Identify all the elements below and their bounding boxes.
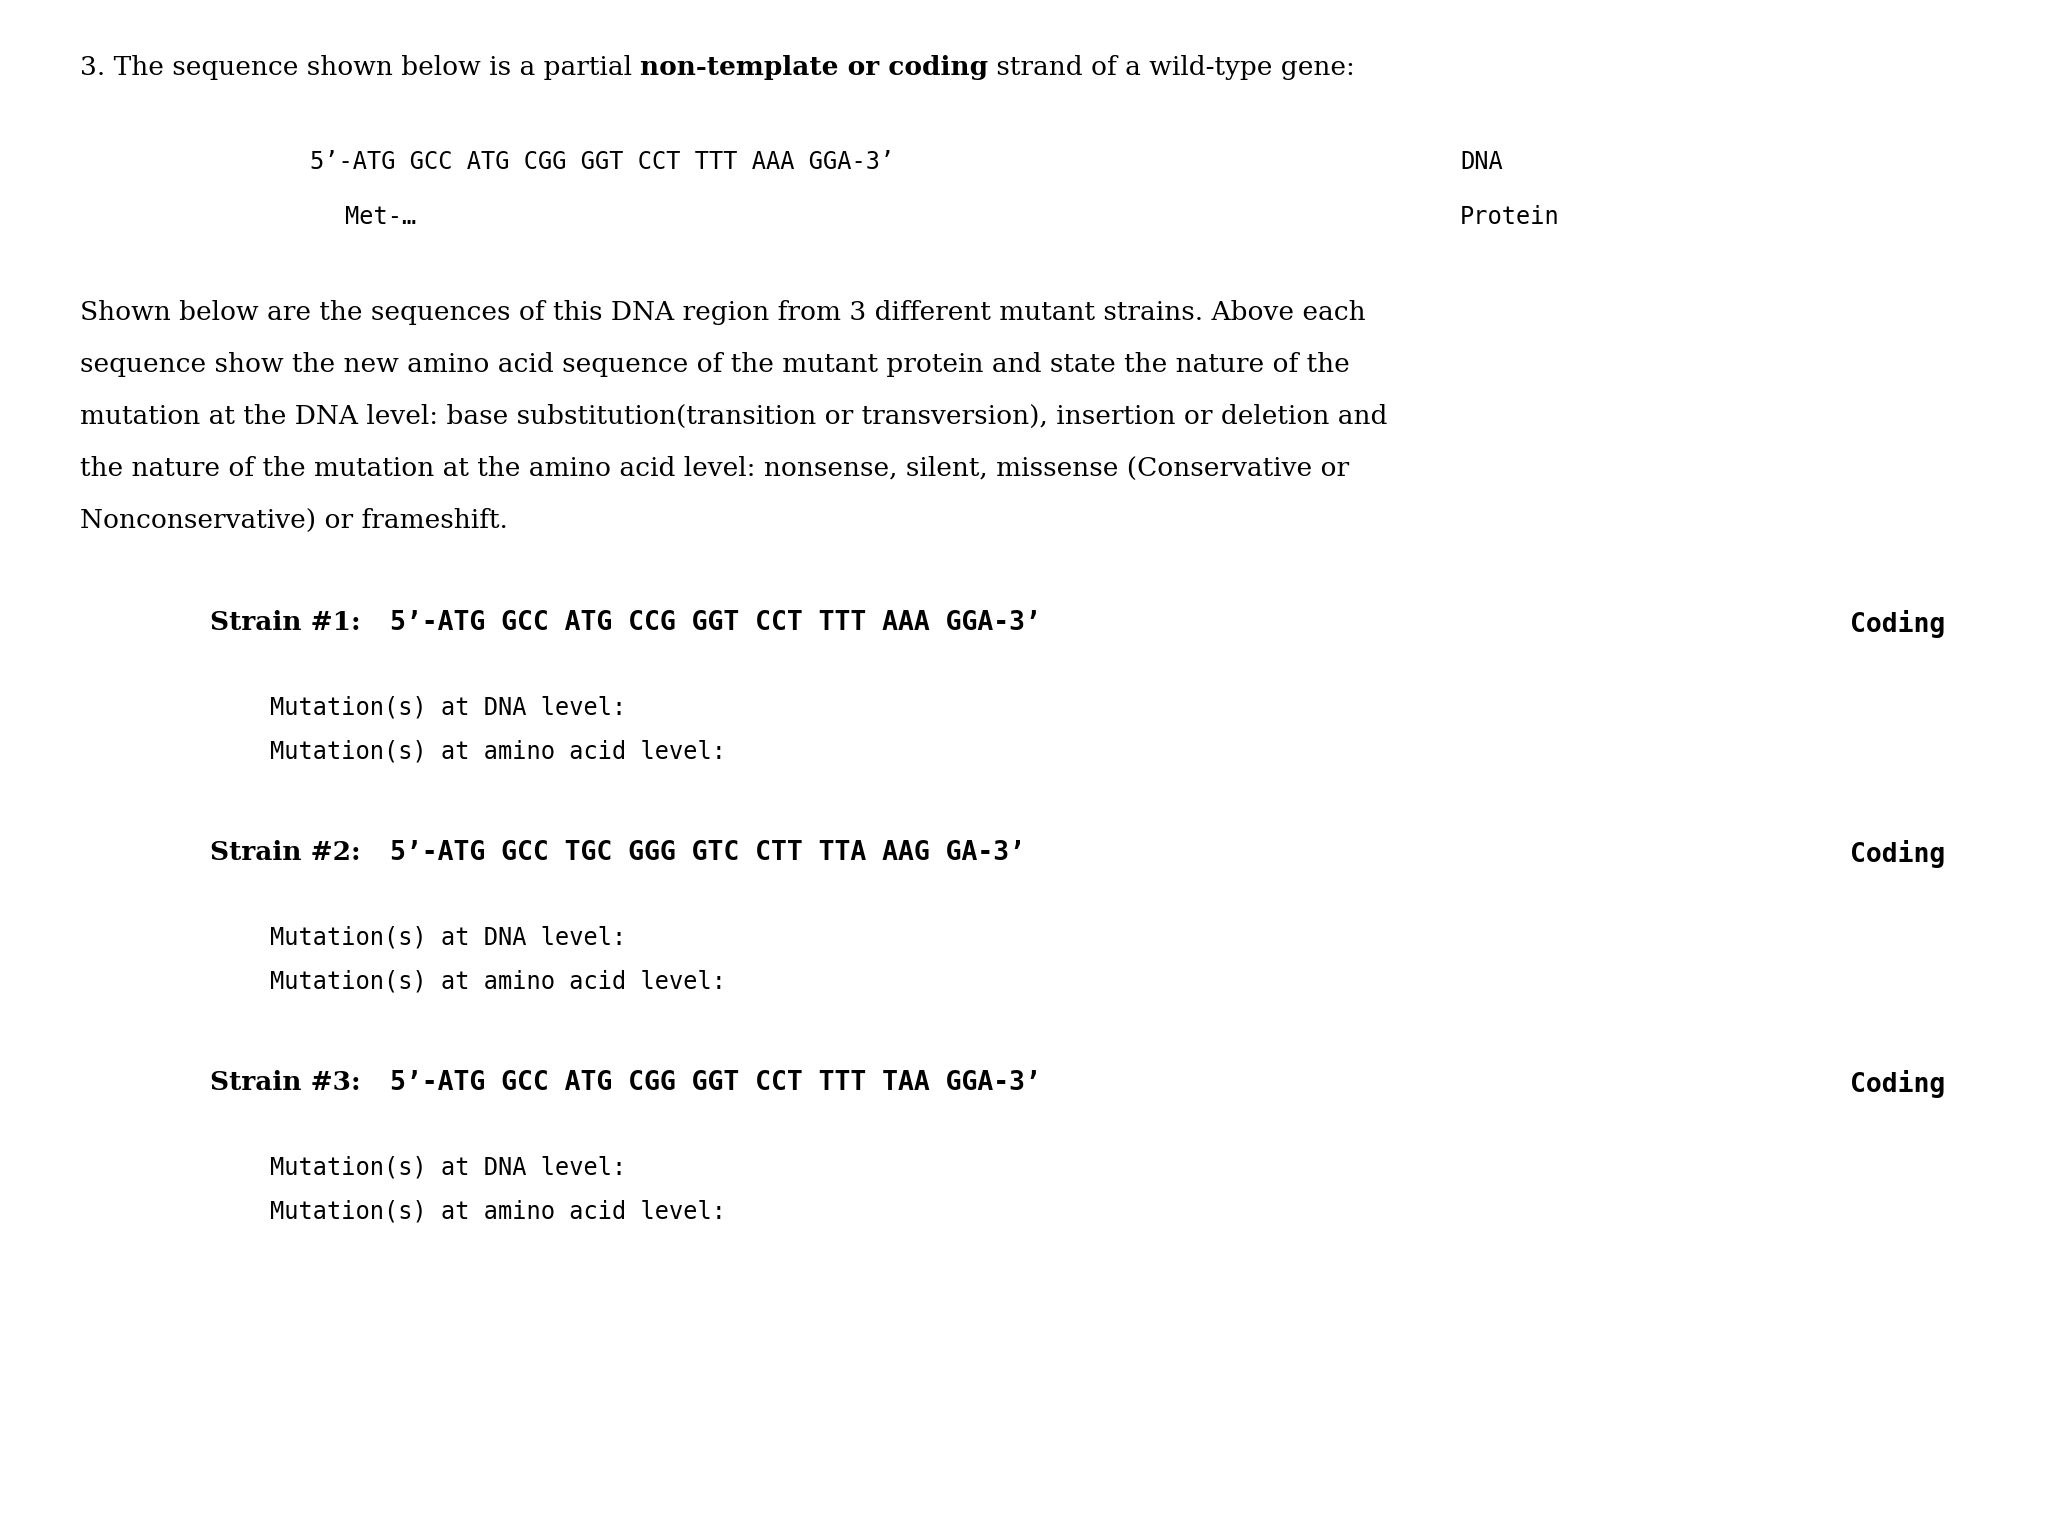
Text: strand of a wild-type gene:: strand of a wild-type gene: <box>988 55 1354 80</box>
Text: Protein: Protein <box>1461 205 1559 229</box>
Text: Shown below are the sequences of this DNA region from 3 different mutant strains: Shown below are the sequences of this DN… <box>80 300 1365 326</box>
Text: the nature of the mutation at the amino acid level: nonsense, silent, missense (: the nature of the mutation at the amino … <box>80 456 1348 482</box>
Text: mutation at the DNA level: base substitution(transition or transversion), insert: mutation at the DNA level: base substitu… <box>80 404 1387 430</box>
Text: Mutation(s) at DNA level:: Mutation(s) at DNA level: <box>270 1154 626 1179</box>
Text: Met-…: Met-… <box>346 205 415 229</box>
Text: Strain #1:: Strain #1: <box>211 610 360 635</box>
Text: Coding: Coding <box>1850 839 1946 868</box>
Text: 5’-ATG GCC TGC GGG GTC CTT TTA AAG GA-3’: 5’-ATG GCC TGC GGG GTC CTT TTA AAG GA-3’ <box>391 839 1025 865</box>
Text: Mutation(s) at amino acid level:: Mutation(s) at amino acid level: <box>270 740 726 764</box>
Text: Strain #3:: Strain #3: <box>211 1070 360 1095</box>
Text: Nonconservative) or frameshift.: Nonconservative) or frameshift. <box>80 508 507 534</box>
Text: Coding: Coding <box>1850 1070 1946 1098</box>
Text: Strain #2:: Strain #2: <box>211 839 360 865</box>
Text: Mutation(s) at amino acid level:: Mutation(s) at amino acid level: <box>270 969 726 994</box>
Text: Mutation(s) at amino acid level:: Mutation(s) at amino acid level: <box>270 1200 726 1225</box>
Text: Mutation(s) at DNA level:: Mutation(s) at DNA level: <box>270 925 626 950</box>
Text: non-template or coding: non-template or coding <box>640 55 988 80</box>
Text: DNA: DNA <box>1461 150 1502 174</box>
Text: 5’-ATG GCC ATG CCG GGT CCT TTT AAA GGA-3’: 5’-ATG GCC ATG CCG GGT CCT TTT AAA GGA-3… <box>391 610 1041 636</box>
Text: Mutation(s) at DNA level:: Mutation(s) at DNA level: <box>270 696 626 719</box>
Text: 3. The sequence shown below is a partial: 3. The sequence shown below is a partial <box>80 55 640 80</box>
Text: 5’-ATG GCC ATG CGG GGT CCT TTT TAA GGA-3’: 5’-ATG GCC ATG CGG GGT CCT TTT TAA GGA-3… <box>391 1070 1041 1096</box>
Text: sequence show the new amino acid sequence of the mutant protein and state the na: sequence show the new amino acid sequenc… <box>80 352 1350 378</box>
Text: Coding: Coding <box>1850 610 1946 638</box>
Text: 5’-ATG GCC ATG CGG GGT CCT TTT AAA GGA-3’: 5’-ATG GCC ATG CGG GGT CCT TTT AAA GGA-3… <box>311 150 894 174</box>
